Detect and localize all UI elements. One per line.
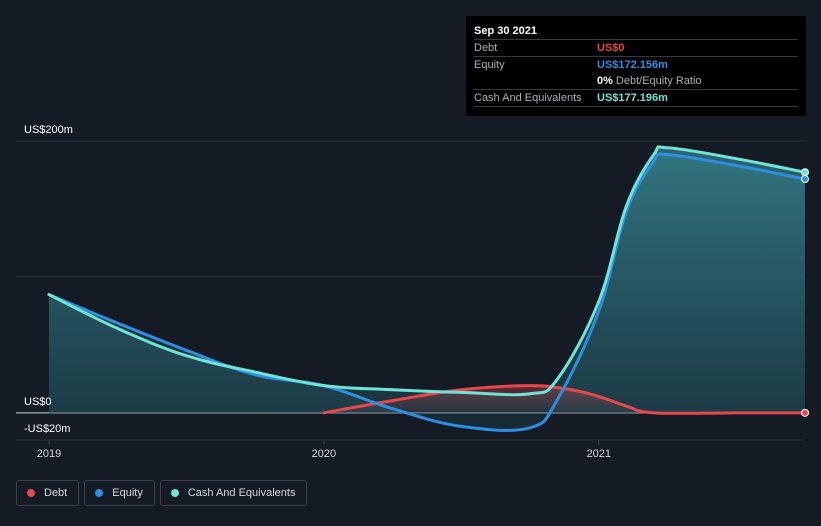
tooltip-value-cash: US$177.196m — [597, 92, 668, 104]
y-tick-label: -US$20m — [24, 423, 70, 435]
y-axis-labels: US$200m US$0 -US$20m — [24, 124, 73, 435]
legend-dot-debt — [27, 489, 35, 497]
tooltip-row-cash: Cash And Equivalents US$177.196m — [474, 89, 798, 107]
tooltip-date: Sep 30 2021 — [474, 25, 537, 37]
tooltip-label-equity: Equity — [474, 59, 505, 71]
tooltip-row-ratio: 0% Debt/Equity Ratio — [474, 73, 798, 89]
line-debt — [322, 384, 807, 415]
tooltip-row-equity: Equity US$172.156m — [474, 56, 798, 73]
legend-label-equity: Equity — [112, 487, 143, 499]
line-equity — [47, 152, 807, 432]
tooltip-label-cash: Cash And Equivalents — [474, 92, 582, 104]
tooltip-ratio-label: Debt/Equity Ratio — [615, 75, 702, 87]
x-tick-label: 2019 — [37, 448, 61, 460]
line-cash-and-equivalents — [47, 145, 807, 397]
endpoint-equity — [801, 175, 809, 184]
legend-item-cash[interactable]: Cash And Equivalents — [159, 480, 308, 506]
x-axis-labels: 2019 2020 2021 — [37, 448, 611, 460]
legend-label-cash: Cash And Equivalents — [187, 487, 296, 499]
series-areas — [48, 146, 805, 431]
tooltip-row-debt: Debt US$0 — [474, 39, 798, 56]
endpoint-cash-and-equivalents — [801, 168, 809, 177]
legend-item-equity[interactable]: Equity — [84, 480, 155, 506]
data-tooltip: Sep 30 2021 Debt US$0 Equity US$172.156m… — [466, 16, 806, 116]
legend-item-debt[interactable]: Debt — [16, 480, 80, 506]
series-endpoints — [801, 168, 809, 417]
tooltip-label-debt: Debt — [474, 42, 498, 54]
y-tick-label: US$200m — [24, 124, 73, 136]
tooltip-value-debt: US$0 — [597, 42, 625, 54]
area-equity — [48, 153, 805, 431]
legend-dot-equity — [95, 489, 104, 497]
y-tick-label: US$0 — [24, 396, 52, 408]
legend-dot-cash — [170, 489, 179, 497]
legend-label-debt: Debt — [44, 487, 68, 499]
tooltip-ratio-spacer — [474, 73, 597, 89]
x-tick-label: 2021 — [587, 448, 611, 460]
chart-legend: Debt Equity Cash And Equivalents — [16, 480, 308, 506]
x-tick-label: 2020 — [312, 448, 336, 460]
tooltip-ratio-value: 0% — [597, 75, 613, 87]
endpoint-debt — [801, 408, 809, 417]
tooltip-value-equity: US$172.156m — [597, 59, 668, 71]
series-lines — [47, 145, 807, 432]
